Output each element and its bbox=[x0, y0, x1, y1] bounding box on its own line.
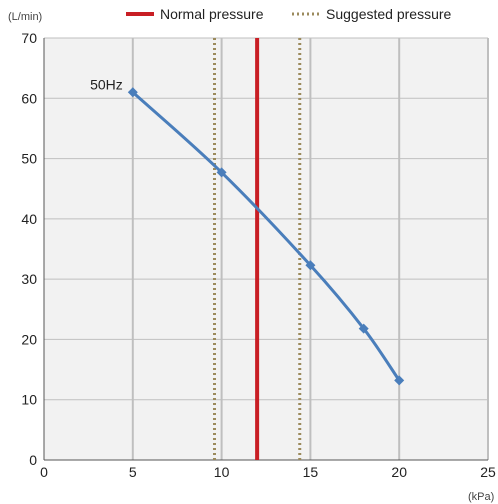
x-tick-label-0: 0 bbox=[40, 464, 48, 480]
reference-lines bbox=[212, 38, 302, 460]
y-tick-label-10: 10 bbox=[21, 392, 37, 408]
x-tick-label-10: 10 bbox=[214, 464, 230, 480]
data-point-18 bbox=[358, 323, 369, 334]
x-axis-unit: (kPa) bbox=[468, 491, 494, 503]
y-tick-label-20: 20 bbox=[21, 331, 37, 347]
x-tick-label-5: 5 bbox=[129, 464, 137, 480]
plot-area bbox=[44, 38, 488, 460]
x-tick-label-25: 25 bbox=[480, 464, 496, 480]
legend-normal-label: Normal pressure bbox=[160, 6, 264, 22]
legend-suggested-label: Suggested pressure bbox=[326, 6, 452, 22]
y-tick-label-40: 40 bbox=[21, 211, 37, 227]
tick-labels: 0 10 20 30 40 50 60 70 0 5 10 15 20 25 50Hz bbox=[21, 30, 496, 480]
series-line-50Hz bbox=[131, 91, 401, 382]
axes bbox=[43, 38, 488, 461]
x-tick-label-15: 15 bbox=[303, 464, 319, 480]
y-tick-label-0: 0 bbox=[29, 452, 37, 468]
series-annotation-1: 50Hz bbox=[90, 76, 123, 92]
y-tick-label-70: 70 bbox=[21, 30, 37, 46]
legend: Normal pressure Suggested pressure bbox=[126, 6, 452, 22]
data-point-5 bbox=[127, 87, 138, 98]
x-tick-label-20: 20 bbox=[391, 464, 407, 480]
y-tick-label-50: 50 bbox=[21, 151, 37, 167]
y-tick-label-60: 60 bbox=[21, 90, 37, 106]
data-point-10 bbox=[216, 167, 227, 178]
y-axis-unit: (L/min) bbox=[8, 11, 42, 23]
data-point-15 bbox=[305, 260, 316, 271]
y-tick-label-30: 30 bbox=[21, 271, 37, 287]
data-point-20 bbox=[394, 375, 405, 386]
series-50hz bbox=[127, 87, 405, 386]
